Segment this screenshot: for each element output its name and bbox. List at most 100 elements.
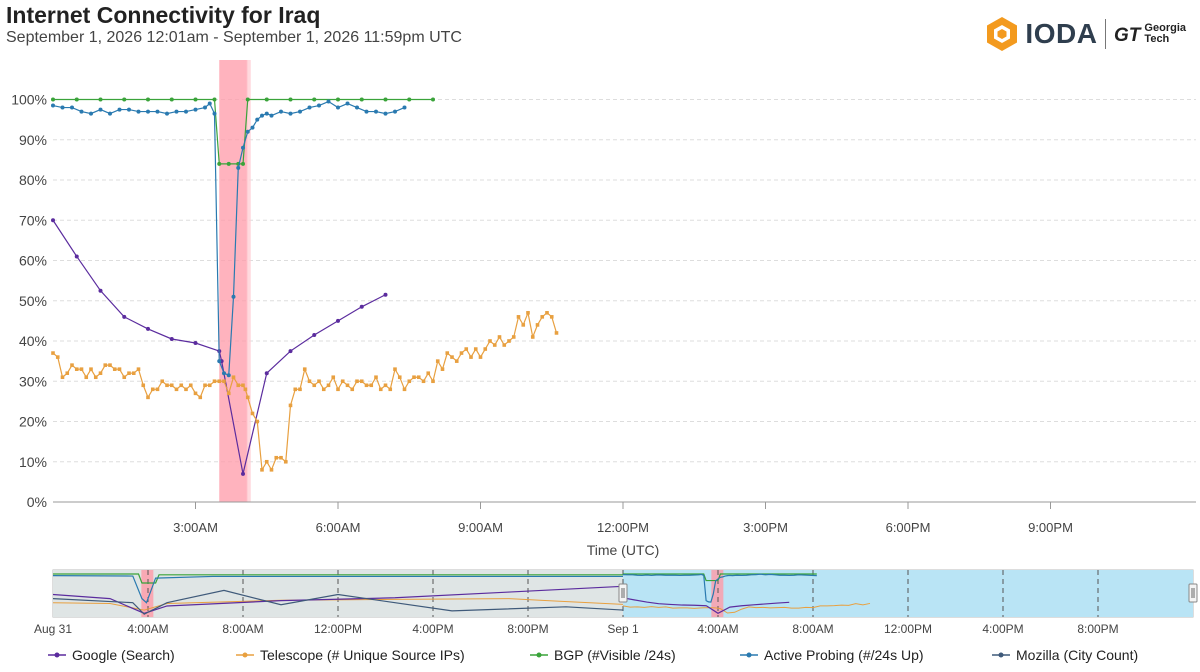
- point-probing: [127, 107, 131, 112]
- point-probing: [79, 109, 84, 114]
- point-google: [74, 254, 79, 259]
- point-probing: [345, 101, 350, 106]
- point-probing: [336, 105, 340, 110]
- point-telescope: [426, 371, 431, 375]
- point-telescope: [397, 375, 402, 380]
- point-telescope: [243, 387, 248, 392]
- point-probing: [393, 109, 397, 114]
- point-probing: [165, 111, 169, 116]
- point-probing: [108, 111, 112, 116]
- point-telescope: [521, 323, 526, 327]
- point-telescope: [416, 375, 421, 380]
- navigator-tick-label: Aug 31: [34, 622, 72, 636]
- point-probing: [241, 145, 245, 150]
- y-tick-label: 40%: [19, 333, 47, 349]
- point-probing: [317, 103, 321, 108]
- point-google: [241, 471, 245, 476]
- point-bgp: [51, 97, 55, 102]
- point-probing: [374, 109, 378, 114]
- logos: IODA GT Georgia Tech: [985, 12, 1186, 56]
- point-probing: [326, 99, 331, 104]
- point-telescope: [212, 379, 217, 384]
- point-bgp: [226, 161, 231, 166]
- point-telescope: [374, 375, 378, 380]
- point-telescope: [312, 383, 317, 388]
- x-axis-label: Time (UTC): [587, 542, 660, 558]
- point-probing: [383, 111, 388, 116]
- point-probing: [146, 109, 150, 114]
- legend-marker-bgp: [536, 652, 542, 658]
- point-probing: [364, 109, 369, 114]
- point-telescope: [283, 459, 288, 464]
- legend-label-google: Google (Search): [72, 647, 175, 663]
- point-google: [288, 349, 293, 354]
- point-telescope: [150, 387, 155, 392]
- point-telescope: [535, 323, 540, 327]
- point-telescope: [93, 375, 98, 380]
- svg-text:GT: GT: [1114, 25, 1142, 45]
- navigator-handle[interactable]: [618, 583, 628, 603]
- point-telescope: [122, 375, 127, 380]
- point-google: [336, 318, 340, 323]
- point-bgp: [431, 97, 435, 102]
- point-telescope: [60, 375, 65, 380]
- point-probing: [222, 371, 226, 376]
- point-telescope: [412, 375, 416, 380]
- y-tick-label: 20%: [19, 414, 47, 430]
- georgia-tech-logo: GT: [1114, 25, 1142, 45]
- point-telescope: [236, 383, 241, 388]
- navigator-handle[interactable]: [1188, 583, 1198, 603]
- ioda-logo-text: IODA: [1025, 18, 1098, 49]
- point-telescope: [345, 383, 350, 388]
- logo-divider: [1105, 19, 1107, 49]
- point-telescope: [507, 339, 511, 343]
- legend-marker-google: [54, 652, 60, 658]
- point-telescope: [331, 375, 336, 380]
- point-bgp: [169, 97, 174, 102]
- x-tick-label: 6:00AM: [316, 520, 361, 535]
- point-telescope: [473, 347, 478, 351]
- navigator-tick-label: 8:00PM: [1077, 622, 1118, 636]
- point-bgp: [193, 97, 198, 102]
- point-telescope: [117, 367, 122, 371]
- point-probing: [236, 165, 241, 170]
- point-probing: [264, 111, 269, 116]
- y-axis: 0% 10% 20% 30% 40% 50% 60% 70% 80% 90% 100%: [11, 92, 47, 511]
- point-telescope: [65, 371, 70, 375]
- point-telescope: [421, 379, 426, 384]
- point-telescope: [516, 315, 521, 319]
- point-probing: [212, 111, 217, 116]
- point-telescope: [317, 379, 321, 384]
- point-telescope: [497, 335, 502, 339]
- point-telescope: [84, 375, 89, 380]
- navigator[interactable]: Aug 31 4:00AM 8:00AM 12:00PM 4:00PM 8:00PM Sep…: [34, 569, 1198, 636]
- outage-band-edge: [246, 60, 251, 502]
- point-probing: [269, 113, 274, 118]
- point-telescope: [160, 379, 165, 384]
- point-telescope: [350, 387, 355, 392]
- navigator-line-google-2: [622, 597, 790, 614]
- navigator-tick-label: 8:00AM: [222, 622, 263, 636]
- point-probing: [226, 373, 231, 378]
- navigator-tick-label: Sep 1: [607, 622, 639, 636]
- navigator-line-bgp: [53, 573, 623, 584]
- page-title: Internet Connectivity for Iraq: [6, 2, 321, 28]
- x-tick-label: 9:00PM: [1028, 520, 1073, 535]
- point-probing: [184, 109, 188, 114]
- point-google: [312, 332, 317, 337]
- x-tick-label: 3:00AM: [173, 520, 218, 535]
- point-telescope: [231, 375, 236, 380]
- page-subtitle: September 1, 2026 12:01am - September 1,…: [6, 29, 462, 46]
- point-telescope: [241, 383, 245, 388]
- point-telescope: [74, 367, 79, 371]
- point-bgp: [336, 97, 340, 102]
- point-telescope: [388, 387, 393, 392]
- point-telescope: [207, 383, 212, 388]
- point-probing: [279, 109, 283, 114]
- point-bgp: [74, 97, 79, 102]
- point-telescope: [79, 367, 84, 371]
- ioda-logo-icon: [987, 17, 1018, 51]
- point-probing: [260, 113, 264, 118]
- x-tick-label: 12:00PM: [597, 520, 649, 535]
- point-telescope: [131, 371, 136, 375]
